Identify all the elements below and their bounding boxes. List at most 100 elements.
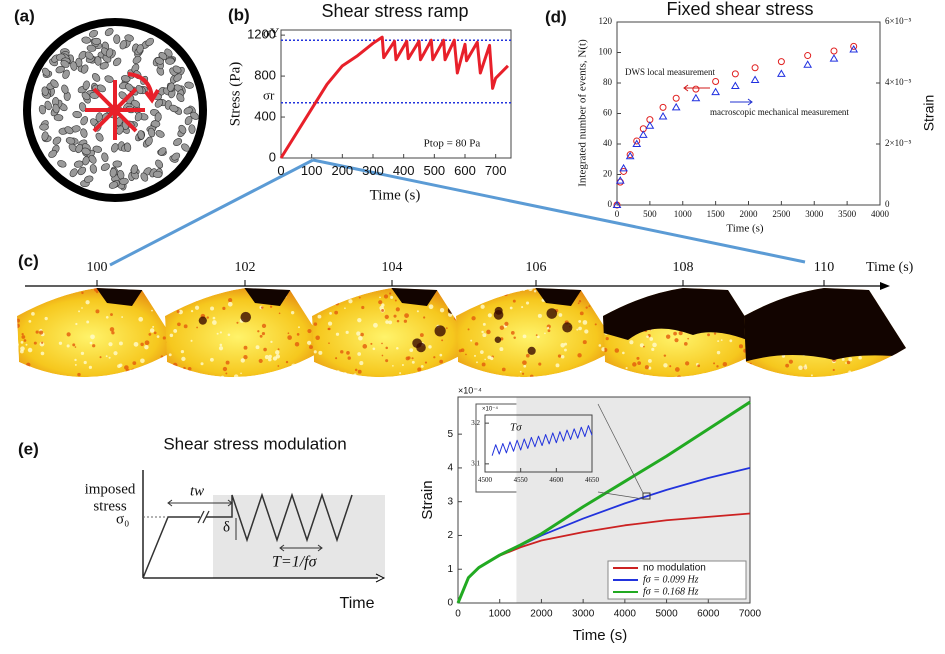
speckle bbox=[873, 372, 879, 377]
speckle bbox=[694, 387, 697, 390]
speckle bbox=[179, 384, 182, 387]
speckle bbox=[315, 335, 320, 341]
x-tick-label: 6000 bbox=[697, 609, 720, 620]
speckle bbox=[519, 370, 522, 373]
speckle bbox=[323, 396, 327, 400]
speckle bbox=[278, 394, 281, 397]
speckle bbox=[72, 343, 76, 347]
speckle bbox=[91, 288, 94, 290]
y-tick-label: 3.2 bbox=[471, 419, 480, 427]
speckle bbox=[348, 299, 353, 304]
speckle-base bbox=[312, 288, 474, 378]
speckle bbox=[482, 322, 486, 326]
speckle bbox=[775, 390, 777, 392]
speckle bbox=[525, 353, 530, 358]
panel-title: Shear stress modulation bbox=[163, 434, 346, 453]
speckle bbox=[329, 311, 332, 315]
legend-label: fσ = 0.099 Hz bbox=[643, 574, 699, 585]
speckle bbox=[222, 366, 228, 372]
speckle bbox=[313, 350, 317, 354]
speckle bbox=[643, 374, 646, 377]
speckle bbox=[674, 367, 680, 372]
speckle bbox=[481, 330, 484, 334]
speckle bbox=[111, 331, 115, 335]
speckle bbox=[420, 364, 424, 368]
speckle bbox=[664, 383, 668, 387]
speckle bbox=[144, 344, 149, 350]
speckle bbox=[783, 394, 787, 398]
speckle bbox=[540, 379, 544, 383]
speckle bbox=[746, 373, 750, 377]
data-point bbox=[830, 47, 838, 55]
grain bbox=[147, 127, 156, 138]
speckle bbox=[84, 389, 88, 393]
speckle bbox=[344, 307, 346, 310]
grain bbox=[80, 64, 89, 74]
reference-label: σY bbox=[263, 25, 280, 40]
speckle bbox=[99, 356, 102, 359]
speckle bbox=[173, 329, 178, 333]
speckle bbox=[383, 294, 389, 299]
speckle bbox=[409, 391, 413, 395]
speckle bbox=[179, 299, 181, 302]
x-tick-label: 0 bbox=[455, 609, 461, 620]
speckle bbox=[430, 380, 433, 383]
speckle bbox=[258, 358, 263, 364]
speckle bbox=[313, 374, 316, 377]
chart-title: Shear stress ramp bbox=[321, 1, 468, 21]
speckle bbox=[82, 395, 84, 397]
speckle bbox=[354, 368, 358, 372]
speckle bbox=[335, 357, 338, 360]
data-point bbox=[625, 151, 635, 160]
speckle bbox=[750, 288, 754, 292]
data-point bbox=[803, 60, 813, 68]
speckle bbox=[499, 347, 504, 352]
grain bbox=[77, 166, 87, 176]
speckle bbox=[584, 329, 589, 334]
grain bbox=[145, 136, 153, 146]
speckle bbox=[512, 389, 516, 393]
speckle bbox=[240, 358, 245, 363]
speckle bbox=[676, 391, 678, 393]
grain bbox=[80, 116, 89, 126]
speckle bbox=[460, 366, 465, 370]
speckle bbox=[309, 376, 312, 378]
speckle bbox=[177, 322, 181, 327]
y-tick-label: 3 bbox=[447, 496, 453, 507]
speckle bbox=[716, 350, 721, 355]
speckle bbox=[392, 365, 394, 367]
y-tick-label: 20 bbox=[603, 169, 613, 179]
data-point bbox=[612, 200, 622, 208]
speckle bbox=[228, 298, 233, 303]
speckle bbox=[445, 327, 448, 330]
grain bbox=[113, 34, 121, 44]
speckle bbox=[845, 362, 847, 364]
speckle bbox=[318, 382, 320, 384]
speckle bbox=[396, 390, 401, 395]
speckle bbox=[588, 305, 591, 308]
grain bbox=[137, 130, 145, 140]
speckle bbox=[746, 392, 749, 395]
speckle bbox=[425, 375, 429, 378]
speckle bbox=[335, 301, 339, 306]
speckle bbox=[259, 334, 263, 338]
speckle bbox=[105, 315, 109, 319]
speckle bbox=[878, 396, 882, 400]
speckle bbox=[473, 354, 477, 357]
speckle bbox=[528, 288, 533, 292]
speckle bbox=[306, 340, 312, 345]
rotation-marker bbox=[85, 72, 160, 140]
speckle bbox=[594, 369, 597, 373]
panel-label: (e) bbox=[18, 439, 39, 458]
speckle bbox=[699, 377, 704, 382]
speckle bbox=[156, 363, 161, 368]
speckle bbox=[126, 379, 128, 381]
speckle bbox=[904, 362, 906, 365]
speckle bbox=[740, 362, 744, 366]
time-tick-label: 104 bbox=[382, 260, 403, 275]
speckle bbox=[81, 291, 84, 295]
grain bbox=[78, 102, 87, 112]
speckle bbox=[200, 362, 204, 366]
speckle bbox=[409, 348, 414, 353]
speckle bbox=[752, 397, 755, 400]
